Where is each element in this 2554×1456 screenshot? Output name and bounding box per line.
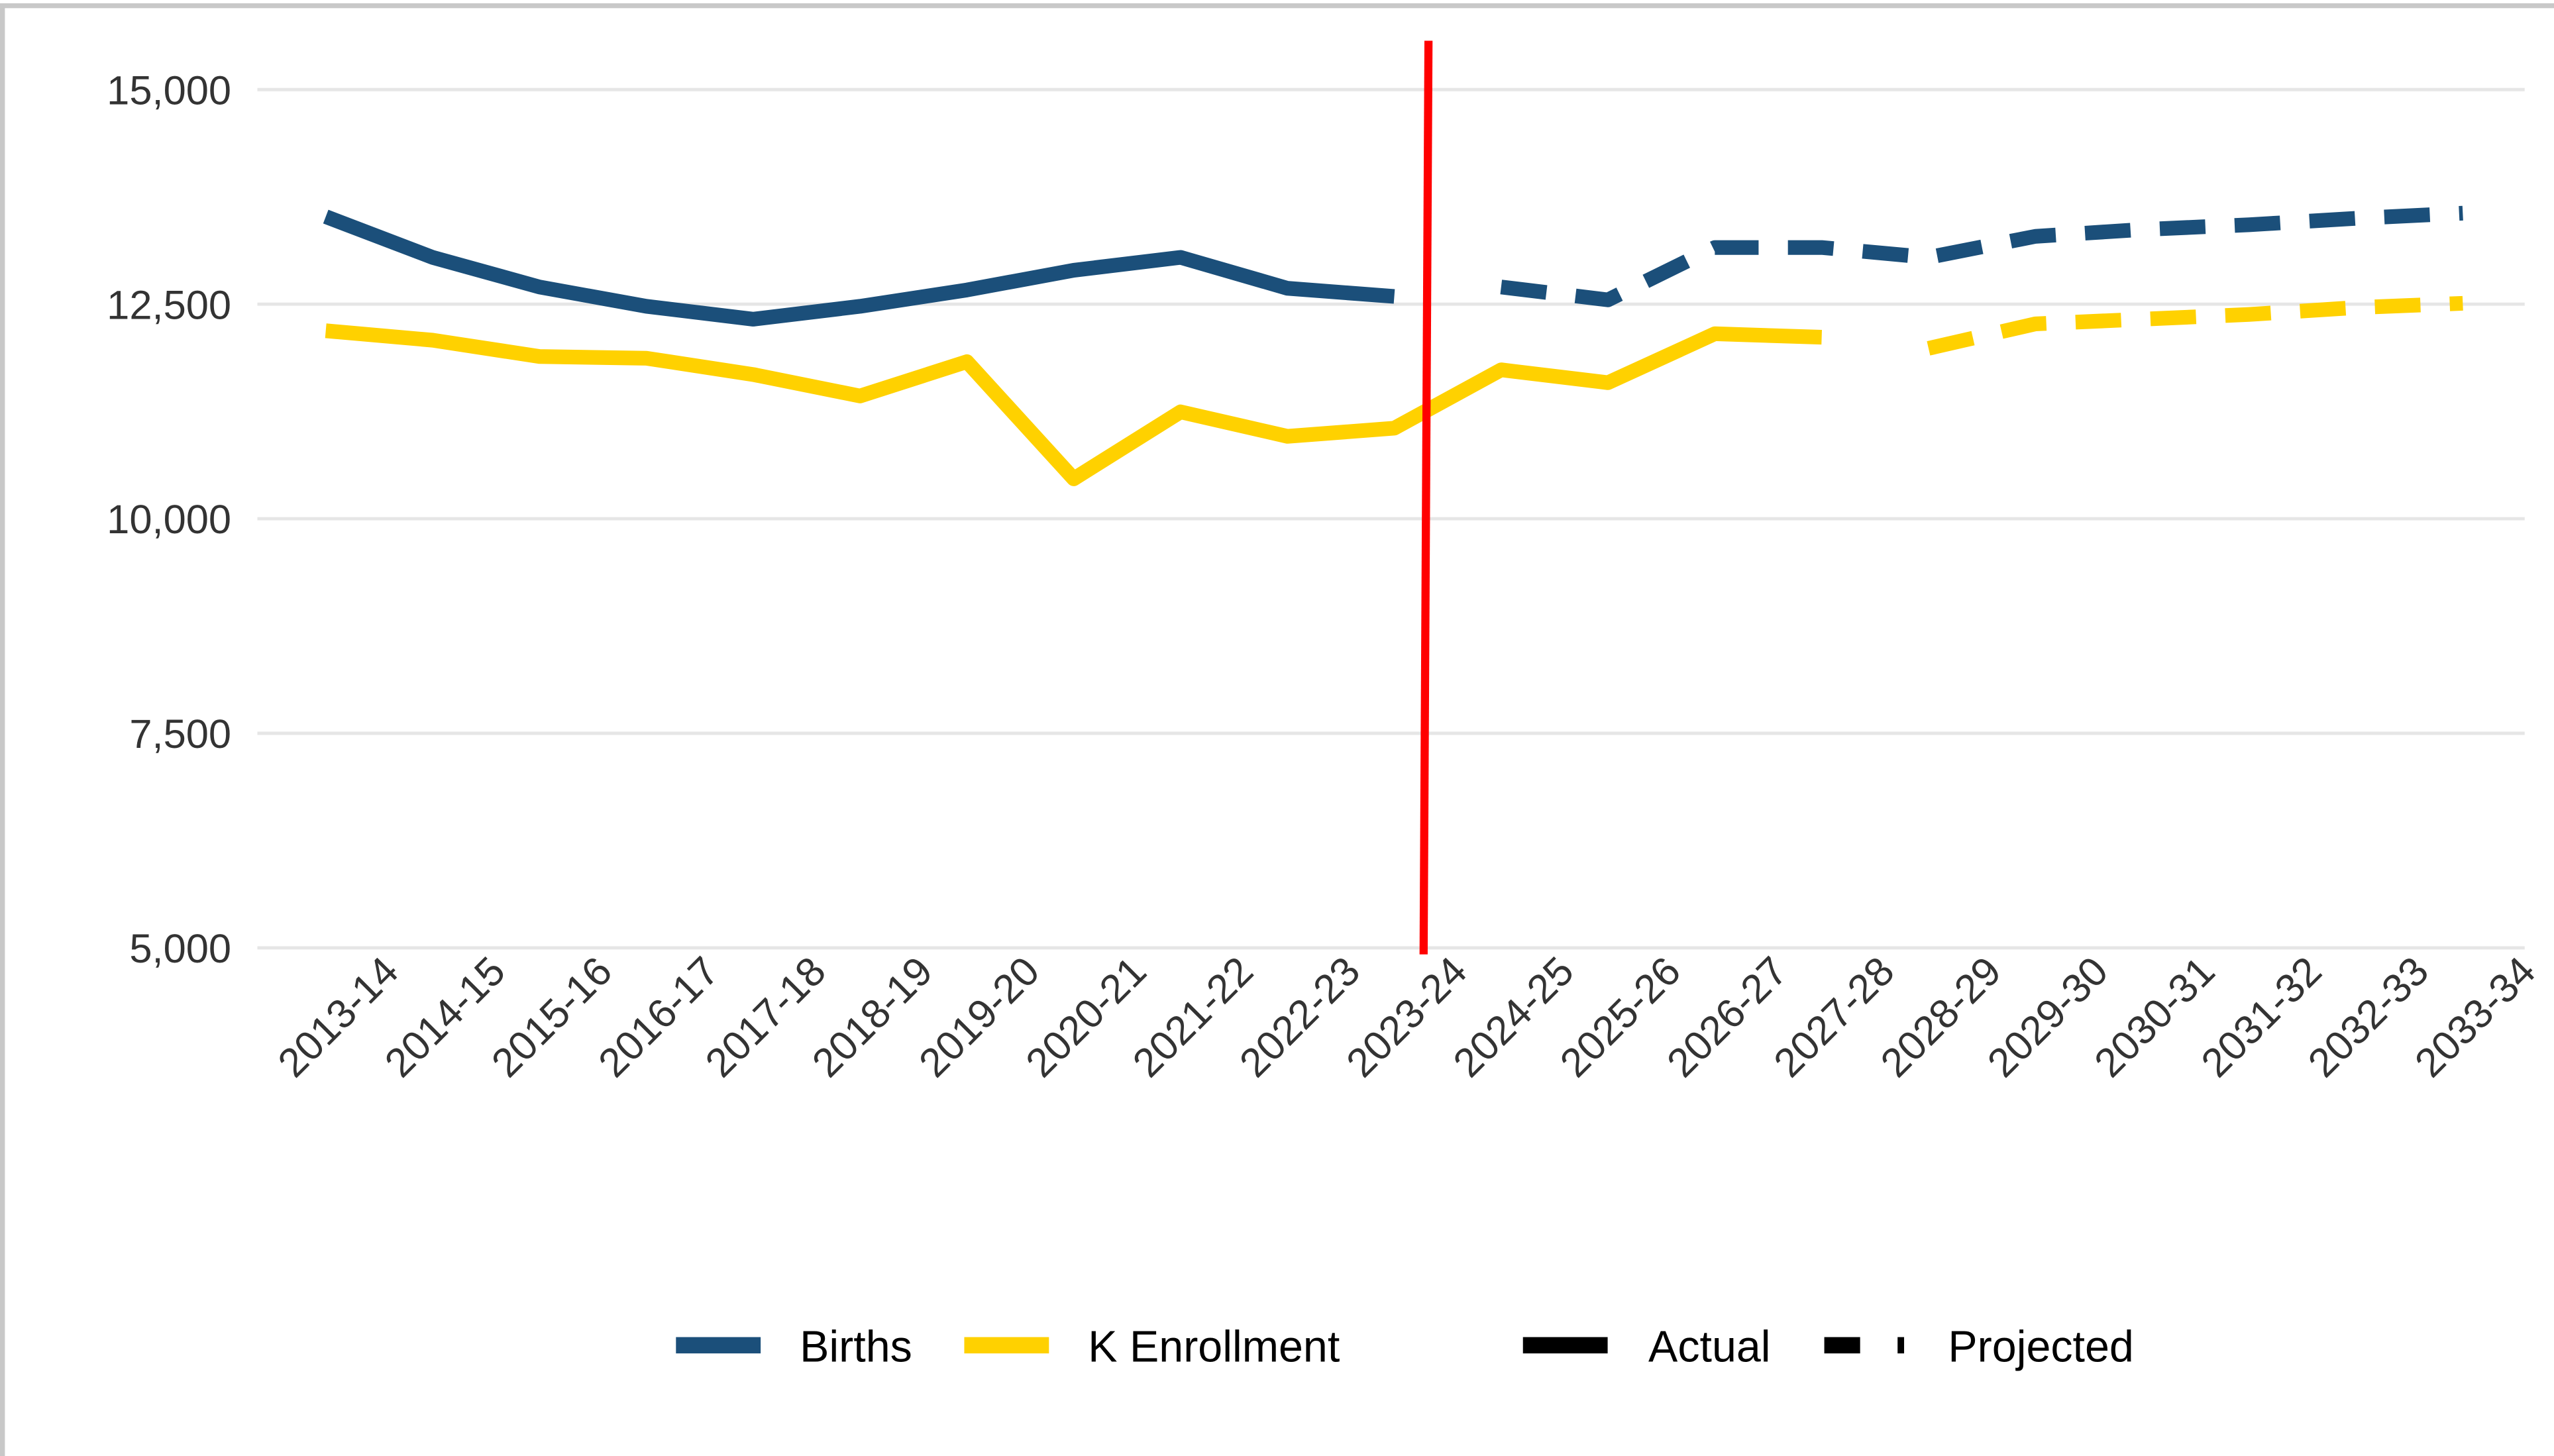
legend-label: Projected [1948,1322,2133,1371]
legend-label: Actual [1648,1322,1770,1371]
actual-line [325,323,1822,486]
lines [323,205,2463,486]
y-tick-label: 7,500 [129,711,231,757]
frame [0,3,2554,1456]
actual-line [323,209,1395,327]
y-tick-label: 5,000 [129,926,231,972]
projected-line [1927,295,2463,356]
projected-line [1500,205,2463,307]
y-tick-label: 15,000 [107,68,231,113]
divider-line [1419,40,1433,955]
legend-label: Births [800,1322,912,1371]
y-tick-label: 10,000 [107,497,231,543]
legend-label: K Enrollment [1088,1322,1340,1371]
legend: Births K Enrollment Actual Projected [676,1322,2134,1371]
y-tick-label: 12,500 [107,282,231,328]
